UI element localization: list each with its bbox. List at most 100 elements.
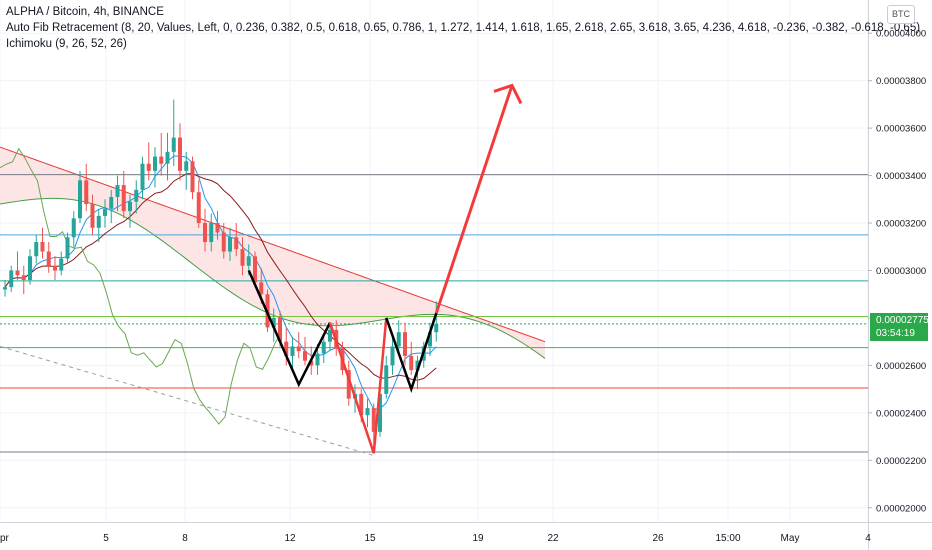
candle-body bbox=[103, 208, 107, 216]
candle-body bbox=[346, 370, 351, 399]
kijun-sen-line bbox=[4, 173, 437, 381]
candle-body bbox=[240, 249, 245, 266]
candle-body bbox=[309, 360, 314, 366]
candle-body bbox=[96, 215, 101, 228]
time-tick-label: 15:00 bbox=[715, 533, 740, 544]
price-tick-label: 0.00003000 bbox=[876, 266, 926, 277]
price-tick-label: 0.00003800 bbox=[876, 76, 926, 87]
candle-body bbox=[409, 355, 414, 371]
candle-body bbox=[78, 180, 82, 219]
candle-body bbox=[321, 341, 326, 354]
currency-button[interactable]: BTC bbox=[887, 5, 915, 24]
price-tick-label: 0.00002000 bbox=[876, 503, 926, 514]
w-pattern-left bbox=[247, 269, 332, 388]
senkou-span-a bbox=[0, 197, 546, 359]
candle-body bbox=[315, 353, 320, 366]
candle-body bbox=[165, 151, 170, 164]
current-price-badge: 0.00002775 03:54:19 bbox=[870, 313, 929, 341]
candle-body bbox=[65, 237, 70, 259]
candle-body bbox=[128, 201, 132, 212]
chart-grid bbox=[0, 0, 869, 522]
candle-body bbox=[159, 156, 164, 164]
projection-arrow-head bbox=[493, 83, 523, 105]
fib-indicator-label[interactable]: Auto Fib Retracement (8, 20, Values, Lef… bbox=[6, 22, 921, 34]
price-axis-bg bbox=[868, 0, 932, 550]
drawings bbox=[0, 83, 523, 457]
candle-body bbox=[290, 346, 295, 356]
candle-body bbox=[146, 163, 151, 171]
support-trendline bbox=[0, 345, 374, 457]
candle-body bbox=[184, 161, 189, 171]
chart-legend: ALPHA / Bitcoin, 4h, BINANCE Auto Fib Re… bbox=[6, 4, 920, 52]
candle-body bbox=[271, 317, 276, 328]
time-tick-label: 12 bbox=[284, 533, 296, 544]
candle-body bbox=[46, 251, 51, 266]
candle-body bbox=[121, 185, 126, 212]
candle-body bbox=[278, 317, 282, 342]
price-tick-label: 0.00003200 bbox=[876, 219, 926, 230]
fib-retracement-levels bbox=[0, 174, 868, 453]
candle-body bbox=[59, 258, 64, 271]
candle-body bbox=[40, 242, 45, 252]
v-pattern-center bbox=[328, 317, 388, 454]
candle-body bbox=[259, 282, 264, 295]
candle-body bbox=[21, 275, 26, 280]
candle-body bbox=[253, 256, 257, 283]
candle-body bbox=[209, 223, 214, 243]
candle-body bbox=[390, 346, 395, 366]
candle-body bbox=[34, 242, 39, 257]
price-tick-label: 0.00003400 bbox=[876, 171, 926, 182]
candle-body bbox=[28, 256, 32, 280]
candle-body bbox=[178, 137, 182, 171]
candle-body bbox=[196, 192, 201, 224]
candle-body bbox=[228, 237, 232, 252]
candle-body bbox=[84, 180, 89, 205]
bar-countdown: 03:54:19 bbox=[876, 328, 915, 339]
time-tick-label: 4 bbox=[865, 533, 871, 544]
candle-body bbox=[296, 346, 301, 352]
candle-body bbox=[134, 189, 139, 202]
time-tick-label: 26 bbox=[652, 533, 664, 544]
symbol-title[interactable]: ALPHA / Bitcoin, 4h, BINANCE bbox=[6, 6, 164, 18]
candle-body bbox=[371, 408, 376, 432]
price-tick-label: 0.00002400 bbox=[876, 408, 926, 419]
candle-body bbox=[384, 365, 389, 394]
candle-body bbox=[90, 204, 95, 228]
senkou-span-b bbox=[0, 146, 546, 343]
price-tick-label: 0.00003600 bbox=[876, 124, 926, 135]
time-tick-label: 5 bbox=[103, 533, 109, 544]
tenkan-sen-line bbox=[4, 155, 437, 411]
w-pattern-right bbox=[385, 312, 438, 393]
price-axis[interactable]: 0.00004000 0.00003800 0.00003600 0.00003400… bbox=[868, 0, 932, 550]
candle-body bbox=[3, 287, 7, 290]
candle-body bbox=[171, 137, 176, 152]
candle-body bbox=[246, 256, 251, 266]
candle-body bbox=[109, 196, 114, 209]
candle-body bbox=[9, 270, 14, 288]
candle-body bbox=[234, 237, 239, 250]
candle-body bbox=[359, 393, 364, 416]
candle-body bbox=[190, 161, 195, 193]
candle-body bbox=[328, 329, 332, 342]
price-tick-label: 0.00002600 bbox=[876, 361, 926, 372]
time-tick-label: May bbox=[781, 533, 800, 544]
time-axis[interactable]: pr 5 8 12 15 19 22 26 15:00 May 4 bbox=[0, 522, 932, 545]
ichimoku-indicator-label[interactable]: Ichimoku (9, 26, 52, 26) bbox=[6, 38, 127, 50]
candle-body bbox=[153, 156, 157, 171]
time-tick-label: 19 bbox=[472, 533, 484, 544]
candle-body bbox=[115, 185, 120, 197]
current-price-value: 0.00002775 bbox=[876, 315, 929, 326]
candle-body bbox=[140, 163, 145, 190]
time-tick-label: 22 bbox=[547, 533, 559, 544]
candle-body bbox=[221, 232, 226, 252]
candle-body bbox=[53, 265, 57, 271]
time-tick-label: pr bbox=[0, 533, 10, 544]
candle-body bbox=[428, 332, 432, 347]
candle-body bbox=[378, 393, 382, 432]
time-tick-label: 8 bbox=[182, 533, 188, 544]
price-tick-label: 0.00004000 bbox=[876, 29, 926, 40]
candle-body bbox=[365, 408, 370, 416]
candle-body bbox=[434, 323, 439, 333]
candle-body bbox=[284, 341, 289, 356]
